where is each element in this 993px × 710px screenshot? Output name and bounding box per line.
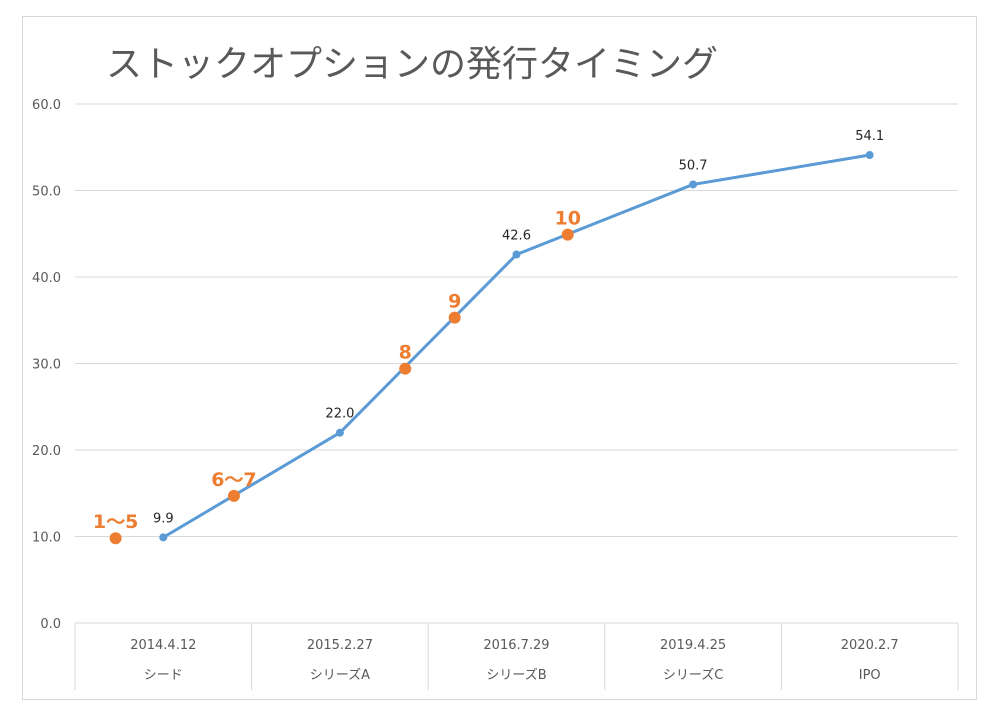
- category-label: IPO: [859, 668, 881, 683]
- category-date: 2020.2.7: [841, 638, 899, 653]
- y-tick-label: 50.0: [32, 185, 61, 200]
- category-label: シード: [144, 668, 183, 683]
- orange-annotations: 1〜5 6〜7 8 9 10: [93, 208, 581, 545]
- annotation-label: 6〜7: [211, 469, 256, 491]
- category-label: シリーズA: [310, 667, 370, 683]
- annotation-marker: [561, 228, 574, 241]
- category-date: 2016.7.29: [483, 638, 549, 653]
- chart-title: ストックオプションの発行タイミング: [106, 44, 718, 85]
- x-axis-table: 2014.4.12 シード 2015.2.27 シリーズA 2016.7.29 シリーズB…: [74, 623, 959, 690]
- data-label: 50.7: [679, 158, 708, 173]
- data-point: [159, 533, 168, 542]
- y-tick-label: 30.0: [32, 358, 61, 373]
- data-point: [865, 151, 874, 160]
- data-label: 54.1: [855, 129, 884, 144]
- data-point: [512, 250, 521, 259]
- annotation-label: 9: [448, 291, 461, 313]
- series-line-layer: [161, 153, 872, 539]
- annotation-label: 8: [399, 342, 412, 364]
- series-line: [161, 153, 872, 539]
- data-point: [335, 428, 344, 437]
- y-tick-label: 60.0: [32, 98, 61, 113]
- y-tick-label: 10.0: [32, 531, 61, 546]
- data-points: 9.9 22.0 42.6 50.7 54.1: [153, 129, 884, 542]
- y-tick-label: 0.0: [40, 617, 61, 632]
- y-tick-label: 20.0: [32, 444, 61, 459]
- annotation-marker: [227, 489, 240, 502]
- category-date: 2014.4.12: [130, 638, 196, 653]
- category-label: シリーズB: [486, 667, 546, 683]
- category-date: 2019.4.25: [660, 638, 726, 653]
- y-tick-label: 40.0: [32, 271, 61, 286]
- category-date: 2015.2.27: [307, 638, 373, 653]
- gridlines: [75, 103, 958, 624]
- data-point: [689, 180, 698, 189]
- annotation-label: 1〜5: [93, 511, 138, 533]
- annotation-marker: [109, 532, 122, 545]
- annotation-marker: [448, 311, 461, 324]
- data-label: 9.9: [153, 511, 174, 526]
- y-axis-ticks: 0.0 10.0 20.0 30.0 40.0 50.0 60.0: [32, 98, 61, 632]
- chart-frame: [22, 16, 977, 700]
- annotation-label: 10: [554, 208, 580, 230]
- data-label: 22.0: [325, 407, 354, 422]
- category-label: シリーズC: [663, 667, 723, 683]
- data-label: 42.6: [502, 229, 531, 244]
- annotation-marker: [399, 362, 412, 375]
